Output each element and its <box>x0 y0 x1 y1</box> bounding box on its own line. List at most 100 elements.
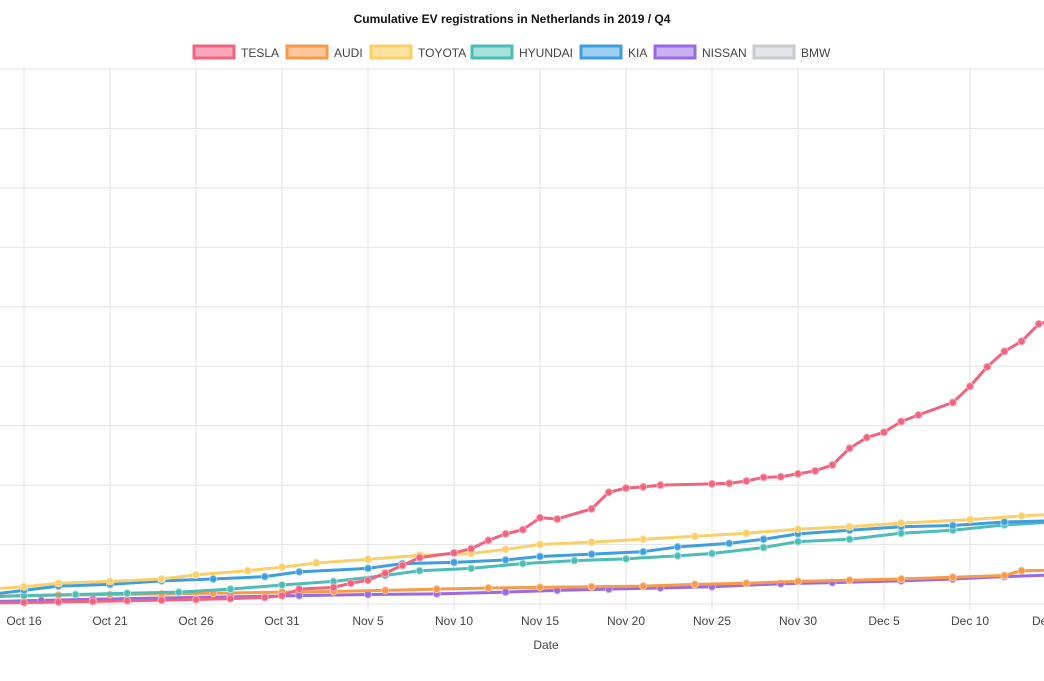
point-kia-13[interactable] <box>587 550 596 559</box>
point-kia-7[interactable] <box>295 567 304 576</box>
point-kia-21[interactable] <box>948 521 957 530</box>
point-toyota-5[interactable] <box>192 570 200 579</box>
point-tesla-36[interactable] <box>828 460 837 469</box>
point-tesla-14[interactable] <box>381 569 390 578</box>
point-hyundai-19[interactable] <box>897 529 906 538</box>
point-tesla-4[interactable] <box>123 596 132 605</box>
point-tesla-23[interactable] <box>553 514 562 523</box>
point-tesla-11[interactable] <box>329 583 338 592</box>
point-toyota-22[interactable] <box>1017 512 1026 521</box>
point-tesla-35[interactable] <box>811 466 820 475</box>
legend-item-audi[interactable]: AUDI <box>285 44 363 60</box>
point-audi-20[interactable] <box>1000 571 1009 580</box>
point-audi-9[interactable] <box>432 585 441 594</box>
point-audi-13[interactable] <box>639 582 648 591</box>
point-hyundai-17[interactable] <box>794 537 802 546</box>
point-hyundai-14[interactable] <box>673 551 682 560</box>
point-toyota-6[interactable] <box>243 566 252 575</box>
point-toyota-12[interactable] <box>501 545 510 554</box>
point-tesla-16[interactable] <box>415 553 424 562</box>
point-kia-11[interactable] <box>501 556 510 565</box>
point-audi-16[interactable] <box>794 577 802 586</box>
point-toyota-20[interactable] <box>897 519 906 528</box>
point-tesla-15[interactable] <box>398 561 407 570</box>
point-toyota-19[interactable] <box>845 522 854 531</box>
legend-item-toyota[interactable]: TOYOTA <box>369 44 466 60</box>
point-audi-15[interactable] <box>742 579 751 588</box>
legend-item-hyundai[interactable]: HYUNDAI <box>470 44 573 60</box>
point-kia-12[interactable] <box>536 552 544 561</box>
point-kia-22[interactable] <box>1000 517 1009 526</box>
point-tesla-5[interactable] <box>157 596 166 605</box>
point-tesla-3[interactable] <box>88 597 97 606</box>
point-hyundai-13[interactable] <box>622 554 630 563</box>
point-toyota-4[interactable] <box>157 575 166 584</box>
point-tesla-41[interactable] <box>914 410 923 419</box>
point-tesla-33[interactable] <box>776 472 785 481</box>
point-hyundai-5[interactable] <box>226 585 235 594</box>
point-tesla-17[interactable] <box>450 548 458 557</box>
point-toyota-7[interactable] <box>278 563 286 572</box>
legend-item-bmw[interactable]: BMW <box>752 44 831 60</box>
point-hyundai-10[interactable] <box>467 564 476 573</box>
point-tesla-24[interactable] <box>587 504 596 513</box>
point-audi-12[interactable] <box>587 582 596 591</box>
legend-item-kia[interactable]: KIA <box>579 44 647 60</box>
point-tesla-21[interactable] <box>518 525 527 534</box>
point-tesla-22[interactable] <box>536 513 544 522</box>
point-toyota-2[interactable] <box>54 579 63 588</box>
point-tesla-25[interactable] <box>604 488 613 497</box>
point-tesla-8[interactable] <box>260 593 269 602</box>
point-tesla-27[interactable] <box>639 482 648 491</box>
point-tesla-43[interactable] <box>966 382 974 391</box>
point-toyota-17[interactable] <box>742 529 751 538</box>
point-tesla-7[interactable] <box>226 594 235 603</box>
point-tesla-6[interactable] <box>192 595 200 604</box>
point-tesla-42[interactable] <box>948 398 957 407</box>
legend-item-nissan[interactable]: NISSAN <box>653 44 747 60</box>
point-hyundai-12[interactable] <box>570 556 579 565</box>
point-hyundai-9[interactable] <box>415 566 424 575</box>
point-tesla-37[interactable] <box>845 444 854 453</box>
point-toyota-21[interactable] <box>966 515 974 524</box>
point-toyota-16[interactable] <box>690 532 699 541</box>
point-hyundai-2[interactable] <box>71 590 80 599</box>
point-hyundai-6[interactable] <box>278 580 286 589</box>
point-toyota-3[interactable] <box>106 577 114 586</box>
point-kia-8[interactable] <box>364 564 372 573</box>
point-audi-14[interactable] <box>690 580 699 589</box>
point-tesla-38[interactable] <box>862 433 871 442</box>
point-toyota-1[interactable] <box>20 582 28 591</box>
point-kia-10[interactable] <box>450 558 458 567</box>
point-tesla-19[interactable] <box>484 536 493 545</box>
point-kia-5[interactable] <box>209 575 218 584</box>
point-toyota-8[interactable] <box>312 558 321 567</box>
point-tesla-46[interactable] <box>1017 337 1026 346</box>
point-kia-14[interactable] <box>639 547 648 556</box>
point-audi-10[interactable] <box>484 583 493 592</box>
point-kia-17[interactable] <box>759 535 768 544</box>
point-hyundai-3[interactable] <box>123 589 132 598</box>
point-tesla-47[interactable] <box>1034 320 1043 329</box>
point-toyota-13[interactable] <box>536 540 544 549</box>
point-tesla-26[interactable] <box>622 484 630 493</box>
point-audi-17[interactable] <box>845 576 854 585</box>
point-tesla-34[interactable] <box>794 469 802 478</box>
point-tesla-12[interactable] <box>346 579 355 588</box>
point-hyundai-18[interactable] <box>845 535 854 544</box>
point-kia-15[interactable] <box>673 542 682 551</box>
point-tesla-45[interactable] <box>1000 347 1009 356</box>
point-tesla-10[interactable] <box>295 585 304 594</box>
point-toyota-14[interactable] <box>587 538 596 547</box>
point-toyota-18[interactable] <box>794 525 802 534</box>
point-toyota-9[interactable] <box>364 555 372 564</box>
point-kia-6[interactable] <box>260 572 269 581</box>
point-nissan-8[interactable] <box>501 588 510 597</box>
point-hyundai-11[interactable] <box>518 559 527 568</box>
point-audi-21[interactable] <box>1017 566 1026 575</box>
point-tesla-20[interactable] <box>501 529 510 538</box>
point-audi-11[interactable] <box>536 583 544 592</box>
point-tesla-28[interactable] <box>656 481 665 490</box>
point-toyota-15[interactable] <box>639 535 648 544</box>
point-tesla-40[interactable] <box>897 417 906 426</box>
